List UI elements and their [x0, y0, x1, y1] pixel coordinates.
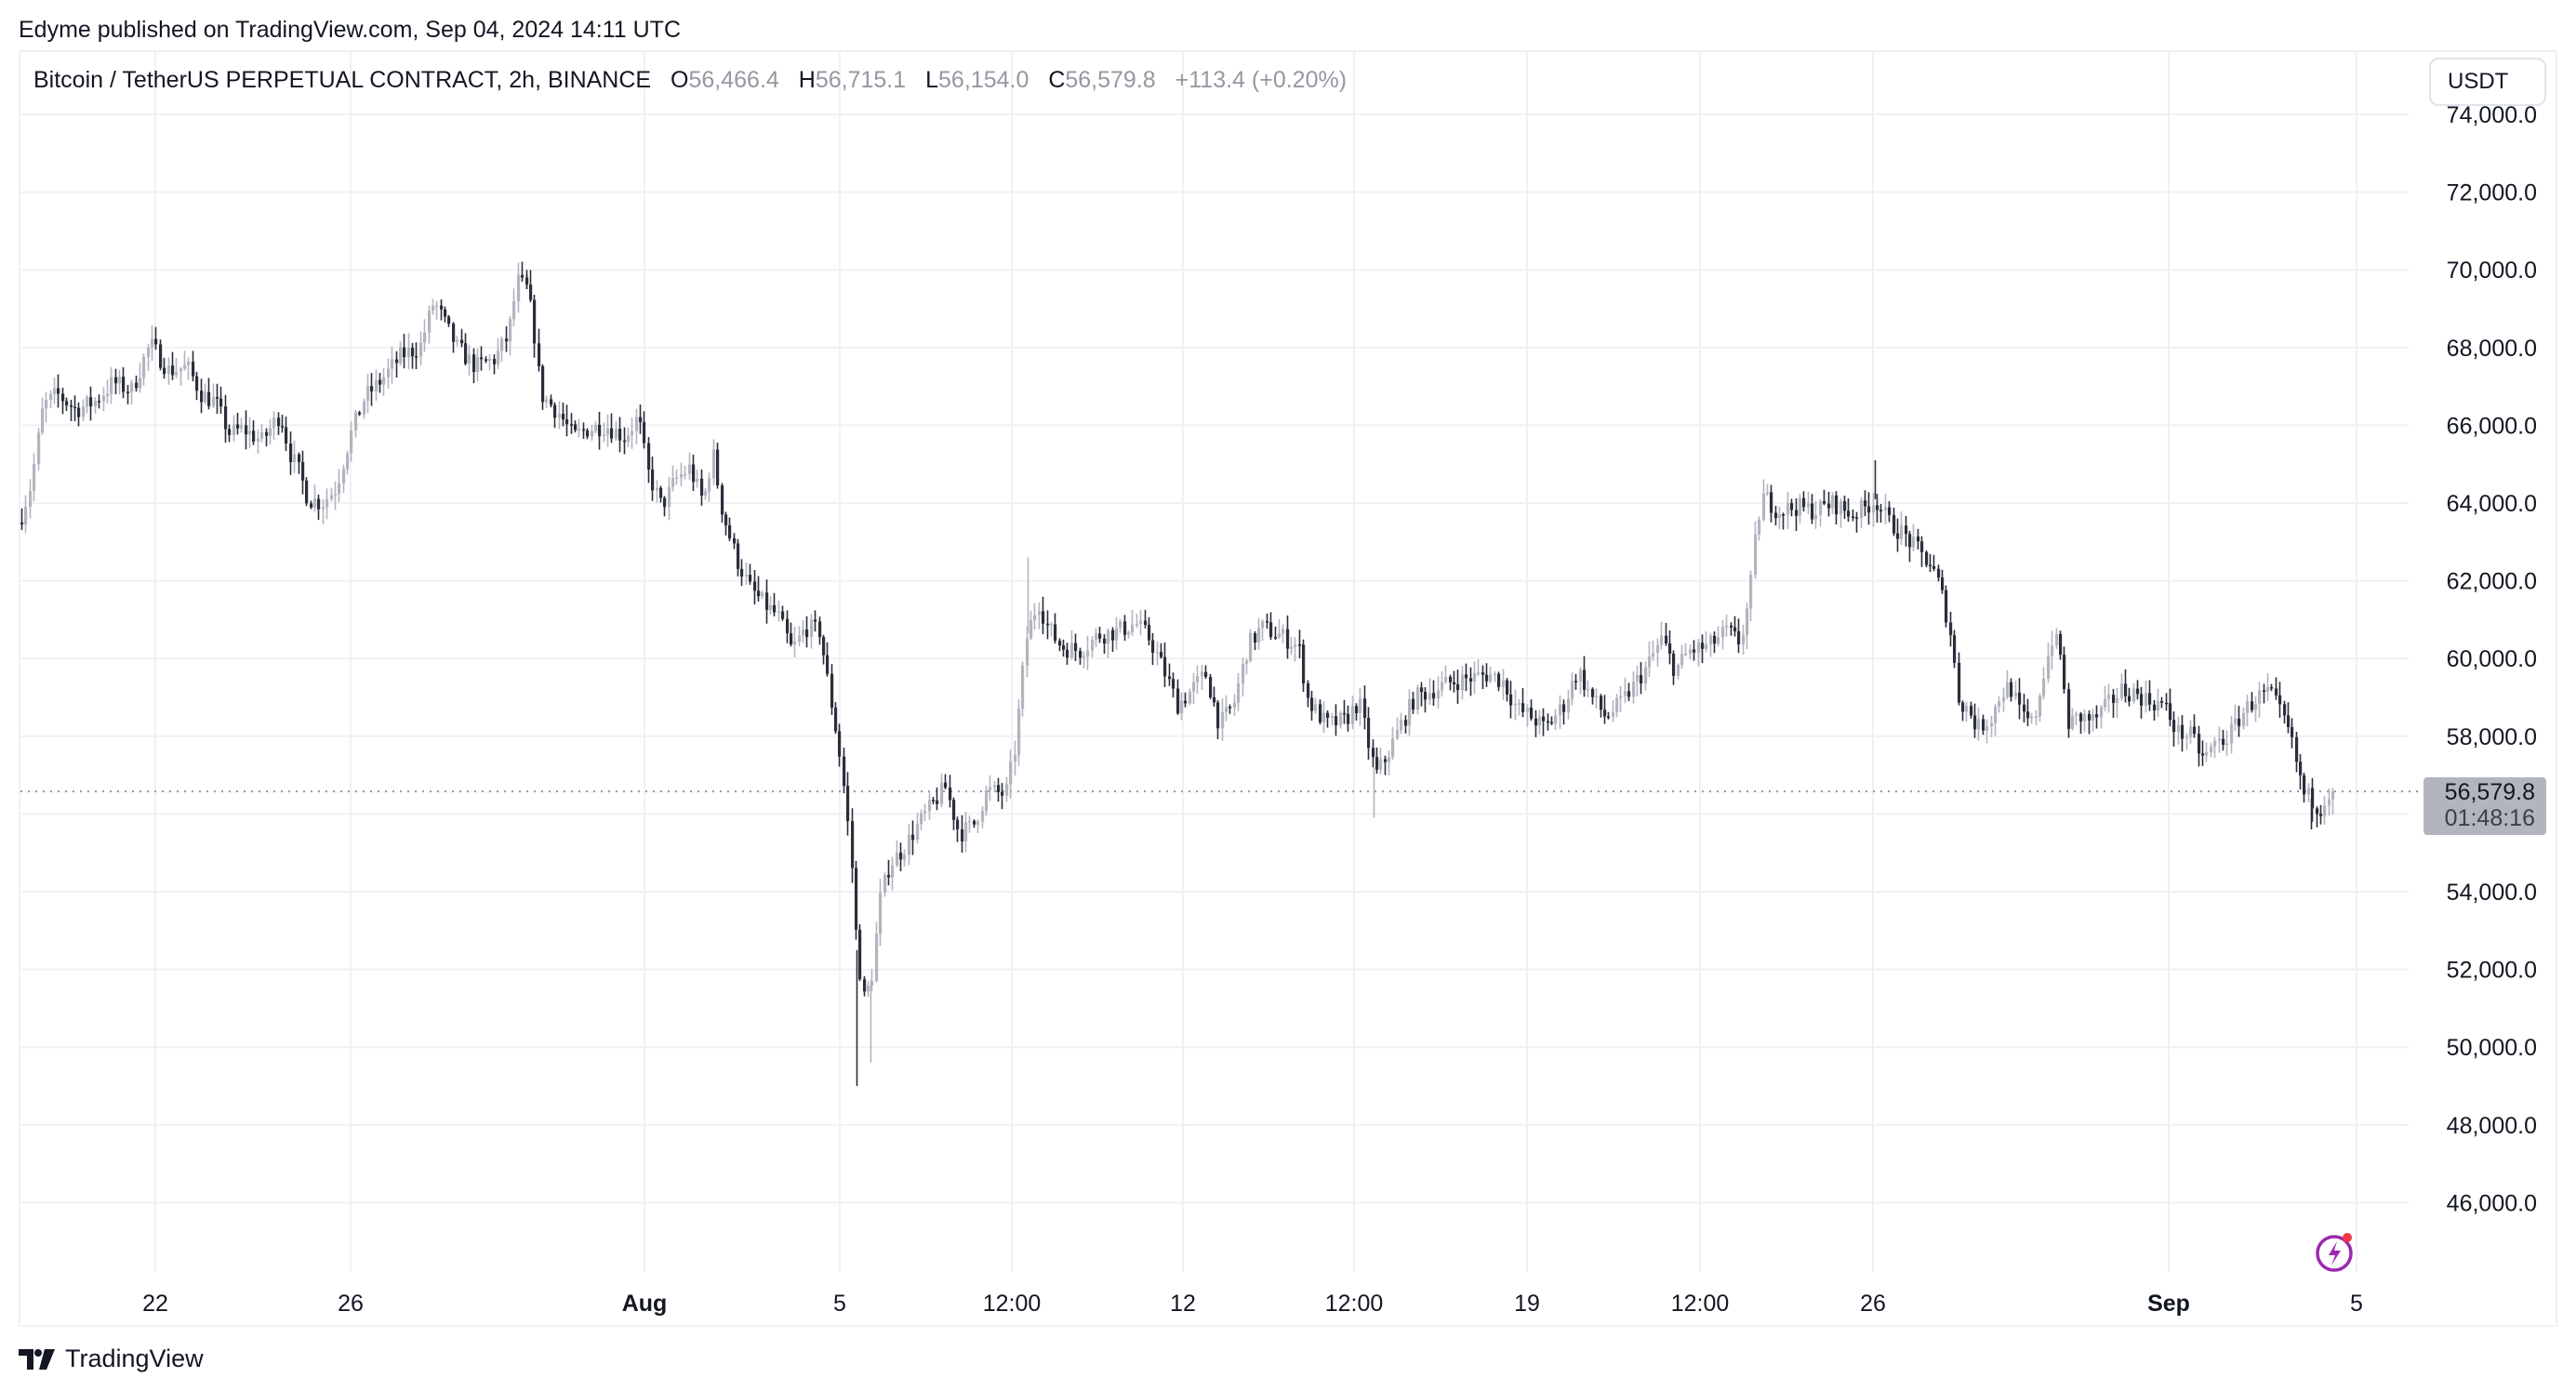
- last-price-badge: 56,579.8 01:48:16: [2423, 777, 2546, 835]
- time-tick-label: Aug: [622, 1291, 668, 1317]
- brand-name: TradingView: [65, 1345, 204, 1372]
- grid-lines: [20, 52, 2409, 1272]
- price-axis[interactable]: 74,000.0 72,000.0 70,000.0 68,000.0 66,000.0…: [2447, 102, 2537, 1216]
- time-tick-label: 26: [1860, 1291, 1886, 1317]
- price-tick-label: 48,000.0: [2447, 1113, 2537, 1139]
- price-tick-label: 70,000.0: [2447, 258, 2537, 284]
- time-tick-label: 5: [2350, 1291, 2363, 1317]
- price-tick-label: 62,000.0: [2447, 569, 2537, 595]
- price-tick-label: 52,000.0: [2447, 958, 2537, 984]
- price-tick-label: 68,000.0: [2447, 336, 2537, 362]
- price-tick-label: 46,000.0: [2447, 1190, 2537, 1216]
- price-tick-label: 58,000.0: [2447, 724, 2537, 750]
- time-tick-label: 12:00: [1671, 1291, 1730, 1317]
- high-value: 56,715.1: [815, 67, 907, 93]
- change-value: +113.4 (+0.20%): [1175, 67, 1348, 93]
- low-value: 56,154.0: [938, 67, 1029, 93]
- price-tick-label: 50,000.0: [2447, 1035, 2537, 1061]
- open-key: O: [671, 67, 689, 93]
- low-key: L: [925, 67, 939, 93]
- time-tick-label: 26: [338, 1291, 364, 1317]
- tv-logo-icon: [19, 1348, 55, 1370]
- close-value: 56,579.8: [1065, 67, 1156, 93]
- open-value: 56,466.4: [688, 67, 779, 93]
- chart-frame[interactable]: [19, 50, 2557, 1327]
- symbol-title[interactable]: Bitcoin / TetherUS PERPETUAL CONTRACT, 2…: [33, 67, 652, 93]
- time-tick-label: 12:00: [1325, 1291, 1384, 1317]
- time-tick-label: 5: [833, 1291, 846, 1317]
- symbol-legend[interactable]: Bitcoin / TetherUS PERPETUAL CONTRACT, 2…: [33, 67, 1347, 94]
- last-price-value: 56,579.8: [2444, 779, 2535, 805]
- price-tick-label: 54,000.0: [2447, 880, 2537, 906]
- time-tick-label: 19: [1514, 1291, 1540, 1317]
- lightning-icon[interactable]: [2314, 1229, 2358, 1274]
- price-tick-label: 66,000.0: [2447, 413, 2537, 439]
- price-tick-label: 72,000.0: [2447, 180, 2537, 206]
- time-tick-label: Sep: [2147, 1291, 2190, 1317]
- price-tick-label: 74,000.0: [2447, 102, 2537, 128]
- currency-button[interactable]: USDT: [2429, 58, 2546, 106]
- published-caption: Edyme published on TradingView.com, Sep …: [19, 17, 682, 43]
- close-key: C: [1048, 67, 1066, 93]
- time-tick-label: 22: [142, 1291, 168, 1317]
- high-key: H: [798, 67, 816, 93]
- time-axis[interactable]: 22 26 Aug 5 12:00 12 12:00 19 12:00 26 Sep 5: [142, 1291, 2363, 1317]
- time-tick-label: 12: [1170, 1291, 1196, 1317]
- price-tick-label: 60,000.0: [2447, 646, 2537, 672]
- tradingview-logo[interactable]: TradingView: [19, 1345, 204, 1373]
- bar-countdown: 01:48:16: [2444, 805, 2535, 831]
- price-tick-label: 64,000.0: [2447, 491, 2537, 517]
- time-tick-label: 12:00: [983, 1291, 1042, 1317]
- candles: [20, 261, 2335, 1086]
